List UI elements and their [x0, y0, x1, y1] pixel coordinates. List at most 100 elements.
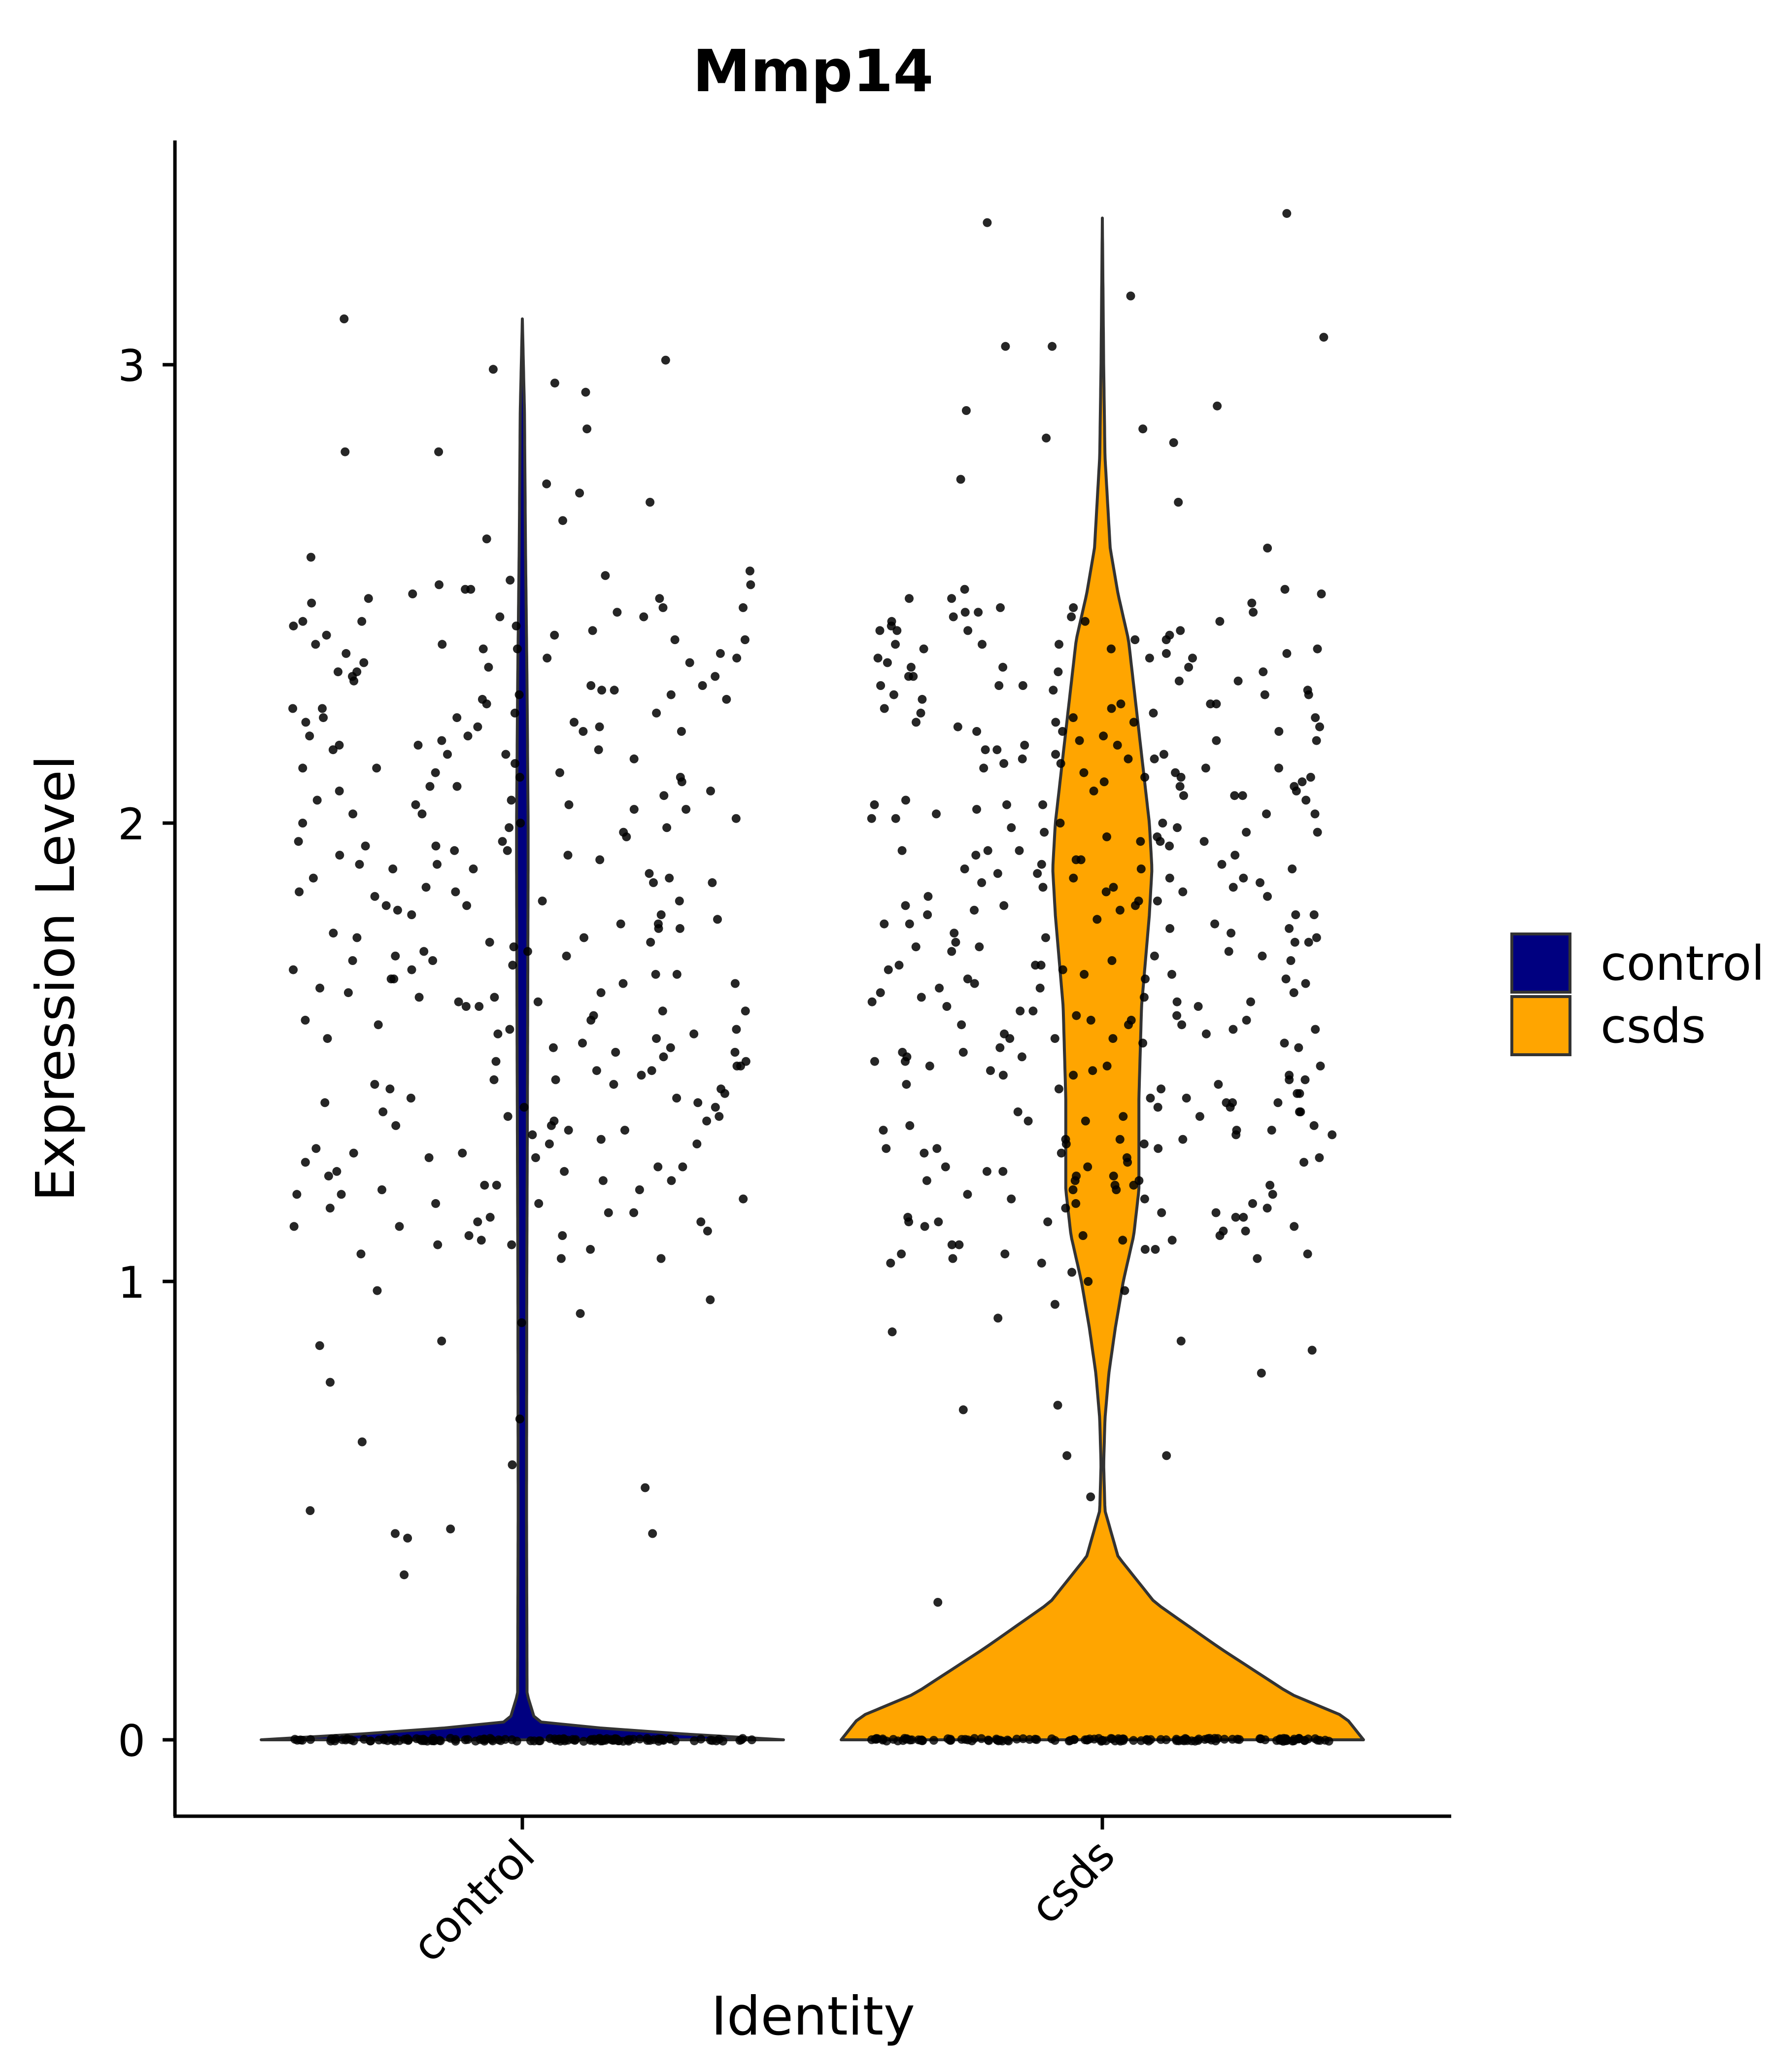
- point-control: [651, 969, 660, 979]
- point-control: [716, 649, 725, 658]
- point-control: [361, 841, 370, 851]
- point-control: [653, 919, 663, 929]
- point-csds: [876, 988, 885, 998]
- point-control-zero: [451, 1736, 460, 1746]
- point-control: [503, 846, 512, 855]
- point-csds: [889, 690, 898, 699]
- point-csds: [1080, 969, 1089, 979]
- point-csds: [1043, 1217, 1053, 1227]
- point-csds: [1156, 837, 1165, 846]
- point-control-zero: [738, 1734, 748, 1743]
- violin-control: [260, 317, 785, 1741]
- legend-key-csds: [1510, 995, 1571, 1056]
- point-csds: [1136, 837, 1145, 846]
- point-csds: [932, 809, 941, 819]
- point-csds: [1018, 681, 1027, 690]
- point-control: [501, 750, 511, 759]
- point-control: [639, 612, 648, 622]
- y-ticks: 0 1 2 3: [118, 341, 175, 1766]
- point-csds: [1023, 1116, 1033, 1126]
- point-control: [452, 713, 462, 723]
- point-csds: [905, 594, 914, 603]
- point-control: [348, 956, 357, 965]
- point-csds: [1136, 864, 1146, 873]
- point-csds: [909, 672, 918, 681]
- point-csds: [1113, 740, 1122, 750]
- point-csds: [1120, 1286, 1129, 1295]
- point-control: [551, 1075, 560, 1084]
- point-csds: [1153, 897, 1162, 906]
- point-csds: [1265, 1180, 1275, 1190]
- point-control: [672, 1094, 682, 1103]
- point-control: [437, 736, 446, 745]
- point-csds: [1050, 1300, 1059, 1309]
- point-control: [391, 1529, 400, 1538]
- point-csds: [892, 626, 902, 635]
- point-csds: [1319, 333, 1329, 342]
- point-csds: [1069, 603, 1078, 612]
- point-csds: [1102, 1061, 1112, 1071]
- point-csds-zero: [970, 1734, 979, 1743]
- point-csds: [1124, 754, 1133, 763]
- point-csds: [1215, 1231, 1225, 1240]
- point-csds: [983, 218, 992, 227]
- point-csds: [1033, 869, 1042, 878]
- point-csds: [1297, 777, 1307, 787]
- point-csds: [1115, 1135, 1125, 1144]
- point-control: [706, 1295, 715, 1305]
- point-control: [391, 1121, 401, 1130]
- point-csds: [883, 658, 892, 667]
- point-csds: [1227, 929, 1236, 938]
- point-csds-zero: [1220, 1734, 1229, 1744]
- point-csds: [996, 603, 1005, 612]
- point-control: [356, 1249, 366, 1259]
- point-csds: [1092, 915, 1102, 924]
- point-csds: [958, 1405, 968, 1415]
- point-csds: [919, 644, 928, 654]
- point-control: [370, 1080, 379, 1089]
- point-csds-zero: [1085, 1734, 1094, 1744]
- point-csds: [1182, 1094, 1191, 1103]
- point-control: [611, 1048, 620, 1057]
- point-csds: [1304, 937, 1313, 947]
- point-csds: [870, 1057, 879, 1066]
- point-control: [658, 603, 668, 612]
- point-csds: [1306, 773, 1315, 782]
- point-csds: [1037, 1258, 1046, 1268]
- point-control: [616, 919, 625, 929]
- point-control: [509, 942, 518, 952]
- point-csds: [972, 727, 982, 736]
- point-csds: [998, 662, 1008, 672]
- point-csds: [1317, 589, 1326, 598]
- point-control: [349, 1148, 358, 1158]
- point-control: [473, 722, 482, 731]
- point-control: [523, 947, 532, 956]
- point-csds: [1206, 699, 1215, 709]
- point-csds: [1007, 823, 1016, 832]
- point-csds-zero: [918, 1736, 927, 1745]
- point-control: [538, 897, 547, 906]
- point-control: [693, 1098, 703, 1107]
- point-csds: [1222, 1098, 1231, 1107]
- point-csds-zero: [1161, 1735, 1171, 1744]
- point-csds: [922, 1176, 931, 1185]
- point-csds: [1051, 718, 1060, 727]
- point-csds-zero: [1235, 1735, 1244, 1744]
- point-control: [648, 1529, 657, 1538]
- point-control: [307, 553, 315, 562]
- point-csds: [1138, 1038, 1148, 1048]
- point-csds: [920, 1222, 929, 1231]
- point-control: [692, 1140, 702, 1148]
- point-csds: [923, 910, 932, 919]
- point-csds: [1262, 809, 1271, 819]
- point-csds: [1268, 1190, 1277, 1199]
- point-csds: [1239, 1212, 1248, 1222]
- point-csds: [1078, 1231, 1088, 1240]
- point-csds: [1304, 690, 1313, 699]
- point-csds: [1146, 1094, 1155, 1103]
- point-control: [295, 887, 304, 897]
- point-control: [689, 1029, 699, 1038]
- point-control: [477, 1236, 486, 1245]
- point-csds: [1161, 635, 1171, 644]
- point-control: [519, 1103, 529, 1112]
